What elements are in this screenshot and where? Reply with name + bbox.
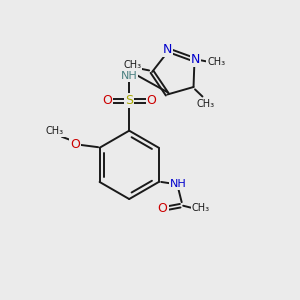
- Text: CH₃: CH₃: [207, 57, 225, 67]
- Text: CH₃: CH₃: [197, 99, 215, 109]
- Text: S: S: [125, 94, 133, 107]
- Text: CH₃: CH₃: [192, 203, 210, 213]
- Text: N: N: [163, 43, 172, 56]
- Text: NH: NH: [121, 71, 138, 81]
- Text: CH₃: CH₃: [46, 126, 64, 136]
- Text: O: O: [158, 202, 168, 214]
- Text: O: O: [70, 138, 80, 151]
- Text: O: O: [146, 94, 156, 107]
- Text: NH: NH: [170, 179, 187, 189]
- Text: N: N: [191, 53, 200, 66]
- Text: CH₃: CH₃: [123, 60, 141, 70]
- Text: O: O: [102, 94, 112, 107]
